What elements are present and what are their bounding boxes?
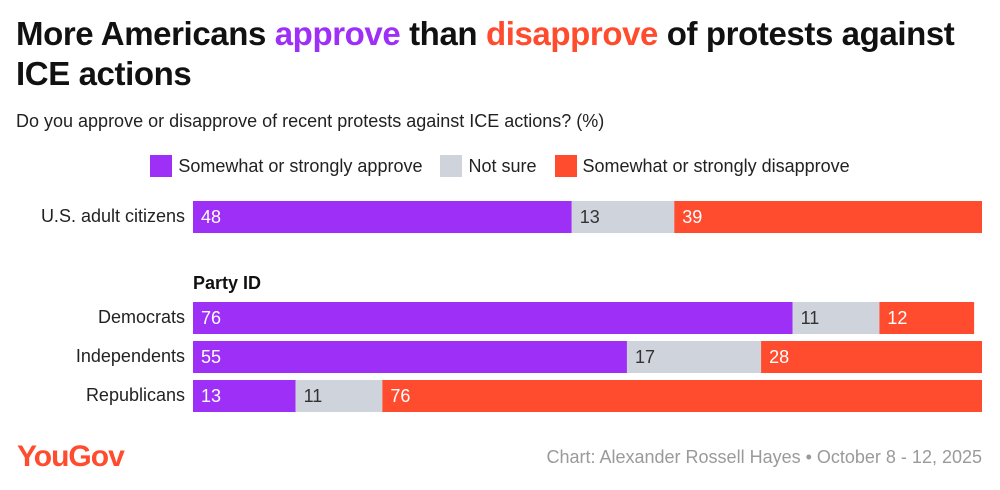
legend-item: Somewhat or strongly approve bbox=[150, 155, 422, 177]
bar-segment bbox=[193, 380, 296, 412]
source: Chart: Alexander Rossell Hayes • October… bbox=[546, 447, 982, 467]
legend-swatch bbox=[554, 155, 577, 177]
value-label: 11 bbox=[801, 308, 820, 328]
value-label: 48 bbox=[201, 207, 221, 227]
legend-label: Not sure bbox=[468, 155, 537, 176]
category-label: Democrats bbox=[98, 307, 185, 327]
bar-segment bbox=[674, 201, 982, 233]
value-label: 11 bbox=[304, 386, 323, 406]
bar-segment bbox=[193, 201, 572, 233]
bar-segment bbox=[761, 341, 982, 373]
logo: YouGov bbox=[17, 440, 125, 473]
bar-segment bbox=[295, 380, 383, 412]
legend-item: Not sure bbox=[440, 155, 537, 177]
legend-swatch bbox=[150, 155, 173, 177]
bar-segment bbox=[193, 302, 793, 334]
category-label: Independents bbox=[76, 346, 185, 366]
value-label: 76 bbox=[201, 308, 221, 328]
value-label: 39 bbox=[682, 207, 702, 227]
title-part: of protests against ICE actions bbox=[16, 15, 955, 92]
legend: Somewhat or strongly approve Not sure Some… bbox=[0, 155, 1000, 177]
value-label: 76 bbox=[390, 386, 410, 406]
bar-segment bbox=[626, 341, 762, 373]
value-label: 17 bbox=[635, 347, 655, 367]
legend-swatch bbox=[440, 155, 463, 177]
value-label: 55 bbox=[201, 347, 221, 367]
title-part: than bbox=[409, 15, 478, 52]
bar-segment bbox=[571, 201, 675, 233]
title-part: More Americans bbox=[16, 15, 266, 52]
subtitle: Do you approve or disapprove of recent p… bbox=[16, 111, 605, 131]
value-label: 28 bbox=[769, 347, 789, 367]
group-label: Party ID bbox=[193, 273, 261, 293]
title-highlight: disapprove bbox=[485, 15, 658, 52]
bar-segment bbox=[879, 302, 975, 334]
legend-item: Somewhat or strongly disapprove bbox=[554, 155, 850, 177]
value-label: 12 bbox=[887, 308, 907, 328]
bar-segment bbox=[792, 302, 880, 334]
title-highlight: approve bbox=[274, 15, 401, 52]
bar-segment bbox=[193, 341, 627, 373]
value-label: 13 bbox=[201, 386, 221, 406]
chart-title: More Americans approve than disapprove o… bbox=[16, 14, 986, 94]
value-label: 13 bbox=[580, 207, 600, 227]
category-label: U.S. adult citizens bbox=[41, 206, 185, 226]
bar-segment bbox=[382, 380, 982, 412]
category-label: Republicans bbox=[86, 385, 185, 405]
legend-label: Somewhat or strongly disapprove bbox=[582, 155, 850, 176]
legend-label: Somewhat or strongly approve bbox=[178, 155, 423, 176]
